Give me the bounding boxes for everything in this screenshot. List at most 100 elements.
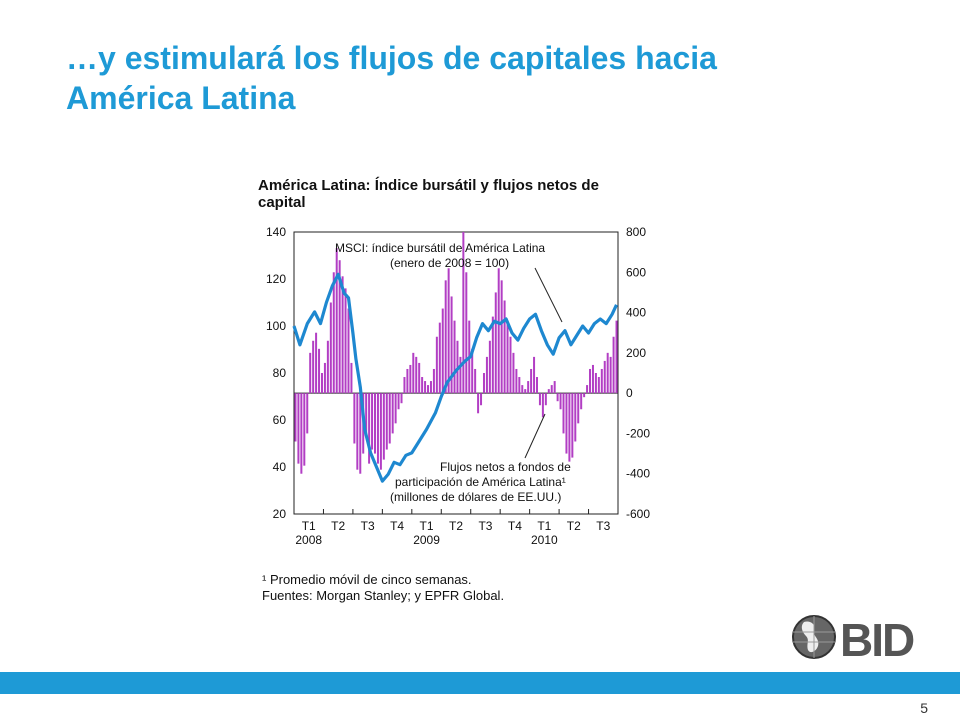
flow-bar (538, 393, 541, 406)
flow-bar (603, 360, 606, 394)
flow-bar (447, 268, 450, 394)
flow-bar (491, 316, 494, 394)
flow-bar (376, 393, 379, 464)
flow-bar (347, 308, 350, 394)
flow-bar (385, 393, 388, 450)
year-label: 2010 (531, 533, 558, 547)
flow-bar (382, 393, 385, 460)
flow-bar (294, 393, 297, 442)
flow-bar (586, 385, 589, 394)
flows-bars (294, 232, 618, 474)
flows-leader-line (524, 413, 546, 459)
flow-bar (365, 393, 368, 434)
x-tick-label: T4 (390, 519, 404, 533)
x-tick-label: T2 (449, 519, 463, 533)
flow-bar (600, 368, 603, 394)
flow-bar (568, 393, 571, 462)
flow-bar (415, 356, 418, 394)
flow-bar (594, 373, 597, 394)
flow-bar (318, 348, 321, 394)
right-axis: 800 600 400 200 0 -200 -400 -600 (626, 225, 650, 521)
footer-bar (0, 672, 960, 694)
flow-bar (344, 288, 347, 394)
flow-bar (459, 356, 462, 394)
flow-bar (465, 272, 468, 394)
flow-bar (406, 368, 409, 394)
flow-bar (432, 368, 435, 394)
x-tick-label: T3 (478, 519, 492, 533)
x-tick-label: T2 (567, 519, 581, 533)
flow-bar (444, 280, 447, 394)
flow-bar (297, 393, 300, 464)
flow-bar (559, 393, 562, 410)
flow-bar (353, 393, 356, 444)
flow-bar (589, 368, 592, 394)
x-tick-label: T3 (361, 519, 375, 533)
right-tick-label: 200 (626, 346, 646, 360)
x-tick-label: T1 (420, 519, 434, 533)
flow-bar (350, 362, 353, 394)
slide-title-line1: …y estimulará los flujos de capitales ha… (66, 40, 717, 76)
flow-bar (477, 393, 480, 414)
flow-bar (335, 248, 338, 394)
flow-bar (388, 393, 391, 444)
flow-bar (312, 340, 315, 394)
flow-bar (309, 352, 312, 394)
flow-bar (332, 272, 335, 394)
flow-bar (412, 352, 415, 394)
flows-annotation-line1: Flujos netos a fondos de (440, 460, 571, 474)
logo-text: BID (840, 614, 914, 664)
flow-bar (574, 393, 577, 442)
flow-bar (338, 260, 341, 394)
page-number: 5 (920, 700, 928, 716)
flow-bar (391, 393, 394, 434)
flow-bar (356, 393, 359, 470)
msci-series-line (292, 272, 618, 483)
flow-bar (341, 276, 344, 394)
flow-bar (359, 393, 362, 474)
flow-bar (435, 336, 438, 394)
x-axis: T1 T2 T3 T4 T1 T2 T3 T4 T1 T2 T3 2008 2009 2010 (293, 509, 619, 547)
flow-bar (606, 352, 609, 394)
flow-bar (326, 340, 329, 394)
flow-bar (524, 389, 527, 394)
flow-bar (403, 377, 406, 394)
flow-bar (480, 393, 483, 406)
flow-bar (400, 393, 403, 404)
slide-title-line2: América Latina (66, 80, 296, 116)
flow-bar (550, 385, 553, 394)
flow-bar (521, 385, 524, 394)
flows-annotation-line2: participación de América Latina¹ (395, 475, 566, 489)
flow-bar (512, 352, 515, 394)
flow-bar (323, 362, 326, 394)
flow-bar (544, 393, 547, 406)
flow-bar (462, 232, 465, 394)
left-tick-label: 60 (273, 413, 287, 427)
flow-bar (518, 377, 521, 394)
flow-bar (374, 393, 376, 454)
flow-bar (438, 322, 441, 394)
left-tick-label: 80 (273, 366, 287, 380)
flow-bar (409, 364, 412, 394)
flow-bar (427, 385, 430, 394)
flow-bar (429, 381, 432, 394)
flow-bar (453, 320, 456, 394)
flow-bar (300, 393, 303, 474)
flow-bar (368, 393, 371, 464)
left-tick-label: 140 (266, 225, 286, 239)
right-tick-label: 800 (626, 225, 646, 239)
flow-bar (424, 381, 427, 394)
flow-bar (303, 393, 306, 466)
flow-bar (379, 393, 382, 470)
flow-bar (597, 377, 600, 394)
flow-bar (421, 377, 424, 394)
flow-bar (488, 340, 491, 394)
flow-bar (397, 393, 400, 410)
right-tick-label: -600 (626, 507, 650, 521)
flow-bar (450, 296, 453, 394)
x-tick-label: T1 (537, 519, 551, 533)
flow-bar (541, 393, 544, 418)
flow-bar (509, 336, 512, 394)
left-tick-label: 40 (273, 460, 287, 474)
flow-bar (515, 368, 518, 394)
